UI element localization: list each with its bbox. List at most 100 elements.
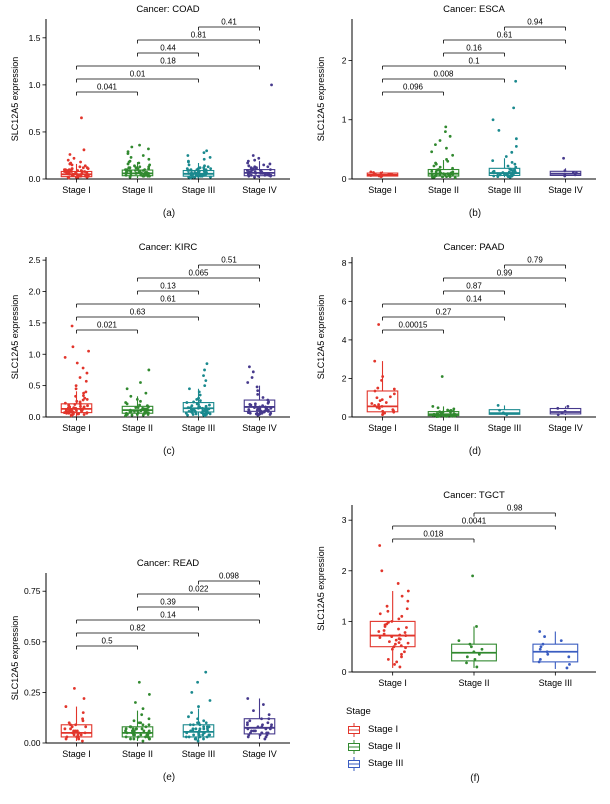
p-value: 0.51 <box>221 256 237 265</box>
paad-chart: Cancer: PAAD SLC12A5 expression 0 2 4 6 8 Stage… <box>316 242 596 433</box>
p-value-bracket: 0.098 <box>198 572 260 585</box>
panel-letter-c: (c) <box>163 446 175 457</box>
p-value: 0.098 <box>219 572 240 581</box>
y-tick-label: 0.0 <box>29 412 41 422</box>
p-value-bracket: 0.00015 <box>382 321 444 334</box>
box <box>532 643 579 663</box>
y-tick-label: 8 <box>342 258 347 268</box>
y-tick-label: 3 <box>342 515 347 525</box>
p-value: 0.81 <box>191 31 207 40</box>
legend-title: Stage <box>346 706 371 717</box>
p-value: 0.39 <box>160 598 176 607</box>
panel-letter-a: (a) <box>162 208 176 219</box>
p-value-bracket: 0.0041 <box>392 517 556 530</box>
y-tick-label: 0.75 <box>24 586 41 596</box>
boxplot-key-icon <box>348 739 360 754</box>
p-value-bracket: 0.79 <box>504 256 566 269</box>
p-value: 0.82 <box>130 624 146 633</box>
jitter-points <box>124 680 152 743</box>
p-value-bracket: 0.13 <box>137 282 199 295</box>
legend-label: Stage II <box>368 741 401 752</box>
y-axis-label: SLC12A5 expression <box>316 57 326 142</box>
p-value-bracket: 0.5 <box>76 637 138 650</box>
p-value-bracket: 0.41 <box>198 18 260 31</box>
read-chart: Cancer: READ SLC12A5 expression 0.00 0.25 0.… <box>10 558 290 759</box>
x-tick-label: Stage IV <box>242 749 277 759</box>
x-tick-label: Stage III <box>182 749 216 759</box>
x-tick-label: Stage IV <box>242 185 277 195</box>
p-value: 0.021 <box>97 321 118 330</box>
p-value-bracket: 0.82 <box>76 624 199 637</box>
p-value-bracket: 0.01 <box>76 70 199 83</box>
p-value-bracket: 0.39 <box>137 598 199 611</box>
y-tick-label: 0.00 <box>24 738 41 748</box>
p-value: 0.14 <box>160 611 176 620</box>
p-value-bracket: 0.63 <box>76 308 199 321</box>
p-value: 0.79 <box>527 256 543 265</box>
jitter-points <box>63 686 88 743</box>
x-tick-label: Stage IV <box>242 423 277 433</box>
tgct-chart: Cancer: TGCT SLC12A5 expression 0 1 2 3 Stage … <box>316 490 596 688</box>
y-tick-label: 1 <box>342 616 347 626</box>
jitter-points <box>246 365 273 417</box>
jitter-points <box>369 170 394 179</box>
y-tick-label: 0.50 <box>24 637 41 647</box>
panel-kirc: Cancer: KIRC SLC12A5 expression 0.0 0.5 1.0 1… <box>6 240 298 457</box>
jitter-points <box>430 125 457 180</box>
legend-label: Stage III <box>368 758 404 769</box>
boxplot-stage-i <box>369 591 416 668</box>
x-tick-label: Stage III <box>182 423 216 433</box>
x-tick-label: Stage I <box>368 423 397 433</box>
jitter-points <box>562 156 578 178</box>
y-tick-label: 2 <box>342 373 347 383</box>
p-value: 0.065 <box>188 269 209 278</box>
jitter-points <box>491 79 518 179</box>
x-tick-label: Stage II <box>458 678 489 688</box>
p-value-bracket: 0.14 <box>382 295 566 308</box>
panel-letter-e: (e) <box>162 772 176 783</box>
y-tick-label: 0 <box>342 174 347 184</box>
y-tick-label: 1.5 <box>29 33 41 43</box>
p-value-bracket: 0.022 <box>137 585 260 598</box>
p-value-bracket: 0.041 <box>76 83 138 96</box>
y-tick-label: 2.0 <box>29 287 41 297</box>
y-tick-label: 0.5 <box>29 127 41 137</box>
x-tick-label: Stage I <box>62 423 91 433</box>
p-value-bracket: 0.27 <box>382 308 505 321</box>
p-value: 0.018 <box>423 530 444 539</box>
y-tick-label: 0.5 <box>29 381 41 391</box>
p-value-bracket: 0.16 <box>443 44 505 57</box>
panel-letter-b: (b) <box>468 208 482 219</box>
x-tick-label: Stage III <box>488 423 522 433</box>
y-tick-label: 0.25 <box>24 687 41 697</box>
x-tick-label: Stage I <box>368 185 397 195</box>
p-value: 0.0041 <box>462 517 487 526</box>
chart-title: Cancer: READ <box>137 558 199 569</box>
panel-tgct: Cancer: TGCT SLC12A5 expression 0 1 2 3 Stage … <box>312 488 604 784</box>
y-axis-label: SLC12A5 expression <box>316 546 326 631</box>
jitter-points <box>377 544 410 669</box>
boxplot-key-icon <box>348 756 360 771</box>
p-value-bracket: 0.61 <box>443 31 566 44</box>
jitter-points <box>184 362 212 418</box>
p-value: 0.27 <box>436 308 452 317</box>
x-tick-label: Stage III <box>539 678 573 688</box>
p-value: 0.16 <box>466 44 482 53</box>
p-value-bracket: 0.61 <box>76 295 260 308</box>
p-value: 0.00015 <box>399 321 428 330</box>
y-tick-label: 1 <box>342 115 347 125</box>
y-tick-label: 2 <box>342 55 347 65</box>
jitter-points <box>556 404 570 417</box>
p-value-bracket: 0.018 <box>392 530 475 543</box>
y-axis-label: SLC12A5 expression <box>10 57 20 142</box>
legend-item-stage-i: Stage I <box>346 721 604 738</box>
p-value: 0.41 <box>221 18 237 27</box>
jitter-points <box>496 404 509 417</box>
p-value-bracket: 0.18 <box>76 57 260 70</box>
jitter-points <box>537 630 571 670</box>
p-value-bracket: 0.065 <box>137 269 260 282</box>
p-value-bracket: 0.87 <box>443 282 505 295</box>
p-value: 0.61 <box>160 295 176 304</box>
p-value: 0.01 <box>130 70 146 79</box>
p-value-bracket: 0.94 <box>504 18 566 31</box>
